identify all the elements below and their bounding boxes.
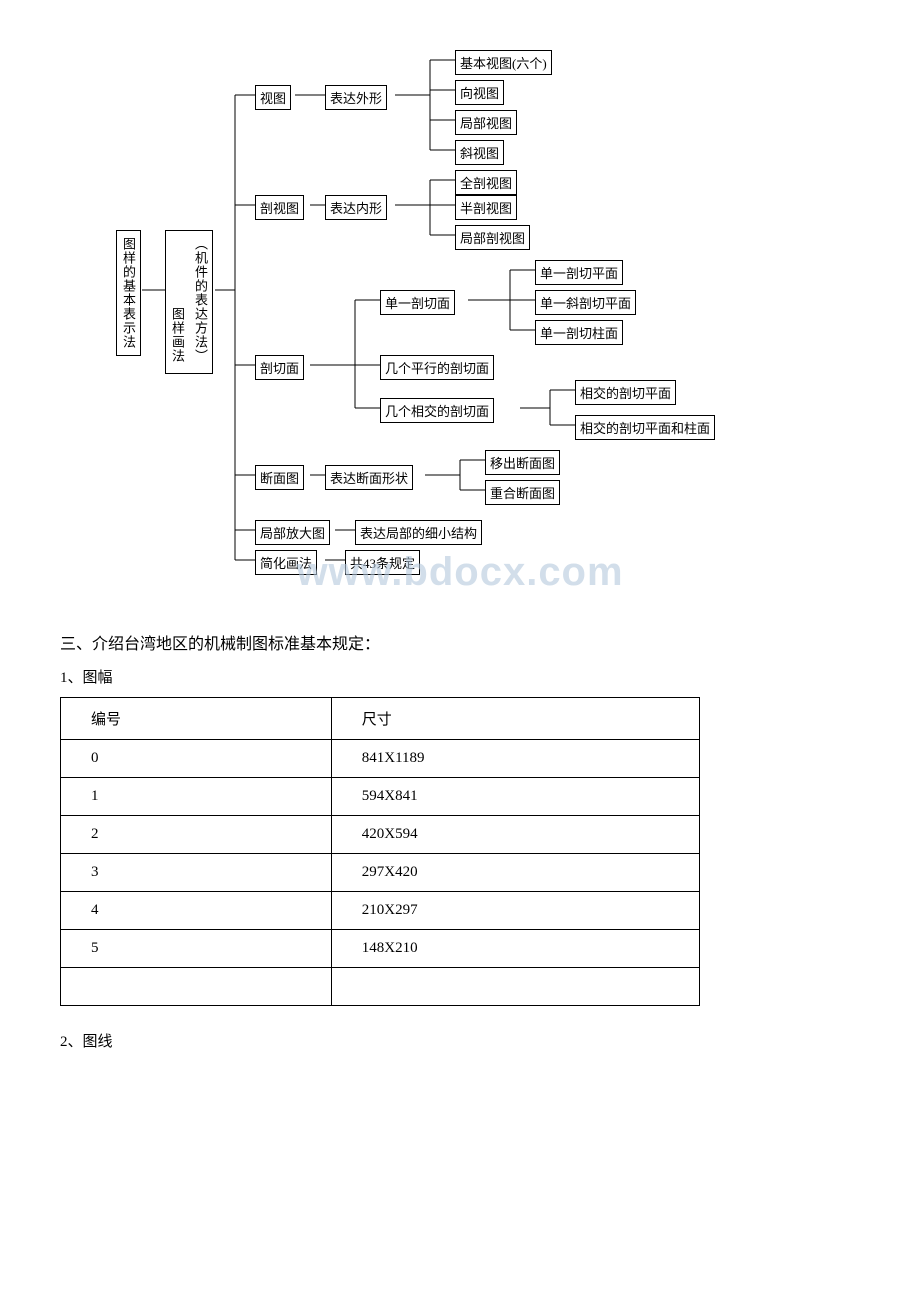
cell: 0 xyxy=(61,740,332,778)
root2-main: 图样画法 xyxy=(166,301,189,369)
leaf-single-cylinder: 单一剖切柱面 xyxy=(535,320,623,345)
leaf-partial-section: 局部剖视图 xyxy=(455,225,530,250)
desc-detail: 表达局部的细小结构 xyxy=(355,520,482,545)
leaf-direction-view: 向视图 xyxy=(455,80,504,105)
node-view: 视图 xyxy=(255,85,291,110)
cell: 148X210 xyxy=(331,930,699,968)
node-detail: 局部放大图 xyxy=(255,520,330,545)
cell: 4 xyxy=(61,892,332,930)
root2-sub: （机件的表达方法） xyxy=(189,231,212,369)
node-cut-plane: 剖切面 xyxy=(255,355,304,380)
line-title: 2、图线 xyxy=(60,1030,860,1051)
node-single-cut: 单一剖切面 xyxy=(380,290,455,315)
table-title: 1、图幅 xyxy=(60,666,860,687)
leaf-oblique-view: 斜视图 xyxy=(455,140,504,165)
cell: 297X420 xyxy=(331,854,699,892)
table-col-1: 尺寸 xyxy=(331,698,699,740)
leaf-single-oblique: 单一斜剖切平面 xyxy=(535,290,636,315)
node-section-view: 剖视图 xyxy=(255,195,304,220)
leaf-full-section: 全剖视图 xyxy=(455,170,517,195)
table-row: 0841X1189 xyxy=(61,740,700,778)
leaf-coincident-section: 重合断面图 xyxy=(485,480,560,505)
leaf-intersect-cyl: 相交的剖切平面和柱面 xyxy=(575,415,715,440)
cell: 3 xyxy=(61,854,332,892)
node-intersect-cut: 几个相交的剖切面 xyxy=(380,398,494,423)
leaf-single-plane: 单一剖切平面 xyxy=(535,260,623,285)
leaf-half-section: 半剖视图 xyxy=(455,195,517,220)
desc-section-drawing: 表达断面形状 xyxy=(325,465,413,490)
desc-section-view: 表达内形 xyxy=(325,195,387,220)
leaf-basic-view: 基本视图(六个) xyxy=(455,50,552,75)
cell: 2 xyxy=(61,816,332,854)
table-row: 2420X594 xyxy=(61,816,700,854)
table-col-0: 编号 xyxy=(61,698,332,740)
watermark-text: www.bdocx.com xyxy=(296,550,623,595)
cell: 841X1189 xyxy=(331,740,699,778)
tree-diagram: 图样的基本表示法 图样画法（机件的表达方法） 视图 剖视图 剖切面 断面图 局部… xyxy=(110,40,810,600)
desc-view: 表达外形 xyxy=(325,85,387,110)
table-header-row: 编号 尺寸 xyxy=(61,698,700,740)
cell: 1 xyxy=(61,778,332,816)
leaf-intersect-plane: 相交的剖切平面 xyxy=(575,380,676,405)
cell: 210X297 xyxy=(331,892,699,930)
table-row: 1594X841 xyxy=(61,778,700,816)
leaf-removed-section: 移出断面图 xyxy=(485,450,560,475)
cell xyxy=(61,968,332,1006)
table-row: 3297X420 xyxy=(61,854,700,892)
cell: 594X841 xyxy=(331,778,699,816)
leaf-partial-view: 局部视图 xyxy=(455,110,517,135)
table-row: 5148X210 xyxy=(61,930,700,968)
node-parallel-cut: 几个平行的剖切面 xyxy=(380,355,494,380)
table-row xyxy=(61,968,700,1006)
node-section-drawing: 断面图 xyxy=(255,465,304,490)
section-3-title: 三、介绍台湾地区的机械制图标准基本规定： xyxy=(60,630,860,654)
root-node-2: 图样画法（机件的表达方法） xyxy=(165,230,213,374)
root-node-1: 图样的基本表示法 xyxy=(116,230,141,356)
paper-size-table: 编号 尺寸 0841X1189 1594X841 2420X594 3297X4… xyxy=(60,697,700,1006)
cell: 5 xyxy=(61,930,332,968)
cell xyxy=(331,968,699,1006)
table-row: 4210X297 xyxy=(61,892,700,930)
cell: 420X594 xyxy=(331,816,699,854)
